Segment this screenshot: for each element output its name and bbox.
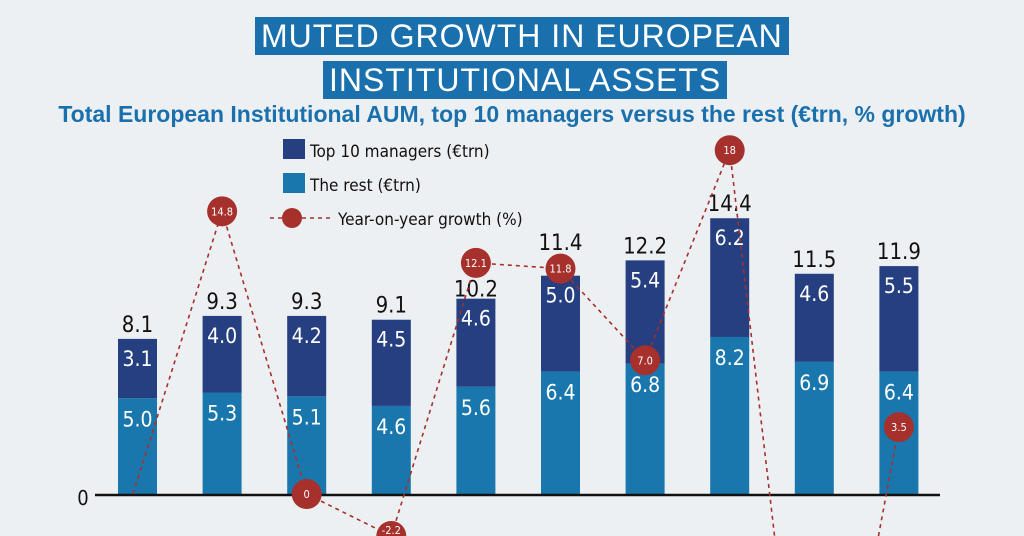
rest-value-label: 6.4 — [545, 380, 575, 404]
top10-value-label: 5.5 — [884, 274, 914, 298]
growth-point — [376, 521, 407, 536]
total-value-label: 11.5 — [792, 248, 836, 273]
legend-marker-growth — [282, 208, 302, 228]
growth-point-label: -2.2 — [382, 524, 401, 536]
top10-value-label: 4.5 — [376, 328, 406, 352]
bar-rest — [710, 336, 750, 494]
growth-point-label: 12.1 — [465, 257, 487, 270]
bar-rest — [202, 392, 242, 494]
growth-line-segment — [475, 262, 561, 270]
legend-label-growth: Year-on-year growth (%) — [337, 210, 523, 230]
bar-top10 — [879, 266, 919, 372]
growth-point-label: 18 — [723, 144, 736, 157]
bar-rest — [371, 405, 411, 494]
growth-point — [714, 135, 745, 166]
growth-point — [291, 479, 322, 509]
bar-top10 — [202, 315, 242, 393]
rest-value-label: 6.4 — [884, 380, 914, 404]
top10-value-label: 4.6 — [799, 282, 829, 306]
total-value-label: 11.4 — [538, 231, 582, 256]
top10-value-label: 3.1 — [122, 347, 152, 371]
growth-line-segment — [221, 211, 308, 495]
bar-top10 — [794, 273, 834, 362]
bar-rest — [625, 363, 665, 494]
growth-point-label: 14.8 — [211, 205, 233, 218]
total-value-label: 11.9 — [877, 240, 921, 265]
bar-top10 — [371, 319, 411, 406]
bar-rest — [287, 396, 327, 494]
growth-point — [630, 345, 661, 376]
growth-point — [460, 247, 491, 278]
subtitle: Total European Institutional AUM, top 10… — [58, 101, 966, 127]
growth-line-segment — [728, 150, 776, 536]
growth-point-label: 7.0 — [637, 354, 653, 367]
growth-point-label: 11.8 — [549, 263, 571, 276]
bar-rest — [541, 371, 580, 494]
growth-line-segment — [877, 427, 900, 536]
bar-rest — [794, 361, 834, 494]
bar-top10 — [287, 315, 327, 397]
legend-swatch-rest — [283, 173, 305, 193]
total-value-label: 12.2 — [623, 234, 667, 259]
bar-top10 — [456, 298, 496, 387]
rest-value-label: 5.3 — [207, 402, 237, 426]
legend-swatch-top10 — [283, 139, 305, 159]
top10-value-label: 4.6 — [461, 307, 491, 331]
rest-value-label: 6.8 — [630, 373, 660, 397]
growth-point — [545, 253, 576, 284]
rest-value-label: 4.6 — [376, 415, 406, 439]
growth-point-label: 0 — [304, 488, 310, 501]
title-line-2: INSTITUTIONAL ASSETS — [323, 61, 728, 99]
top10-value-label: 5.0 — [545, 284, 575, 308]
total-value-label: 9.1 — [376, 294, 407, 319]
y-tick-label: 0 — [77, 486, 88, 510]
top10-value-label: 4.0 — [207, 324, 237, 348]
top10-value-label: 4.2 — [292, 324, 322, 348]
bar-top10 — [541, 275, 580, 372]
growth-line-segment — [132, 211, 223, 495]
bar-top10 — [710, 218, 750, 337]
rest-value-label: 5.1 — [292, 405, 322, 429]
growth-line-segment — [644, 149, 731, 361]
growth-point — [883, 412, 914, 443]
bar-rest — [456, 386, 496, 494]
total-value-label: 9.3 — [291, 290, 322, 315]
top10-value-label: 5.4 — [630, 268, 660, 292]
legend-label-top10: Top 10 managers (€trn) — [309, 142, 490, 162]
rest-value-label: 6.9 — [799, 371, 829, 395]
title-line-1: MUTED GROWTH IN EUROPEAN — [255, 17, 789, 55]
total-value-label: 14.4 — [708, 192, 752, 217]
total-value-label: 9.3 — [206, 290, 237, 315]
growth-point-label: 3.5 — [891, 421, 907, 434]
rest-value-label: 8.2 — [715, 346, 745, 370]
total-value-label: 8.1 — [122, 313, 153, 338]
total-value-label: 10.2 — [454, 278, 498, 303]
legend-label-rest: The rest (€trn) — [309, 176, 421, 196]
rest-value-label: 5.0 — [122, 407, 152, 431]
bar-top10 — [118, 338, 157, 399]
growth-point — [207, 196, 238, 227]
rest-value-label: 5.6 — [461, 396, 491, 420]
